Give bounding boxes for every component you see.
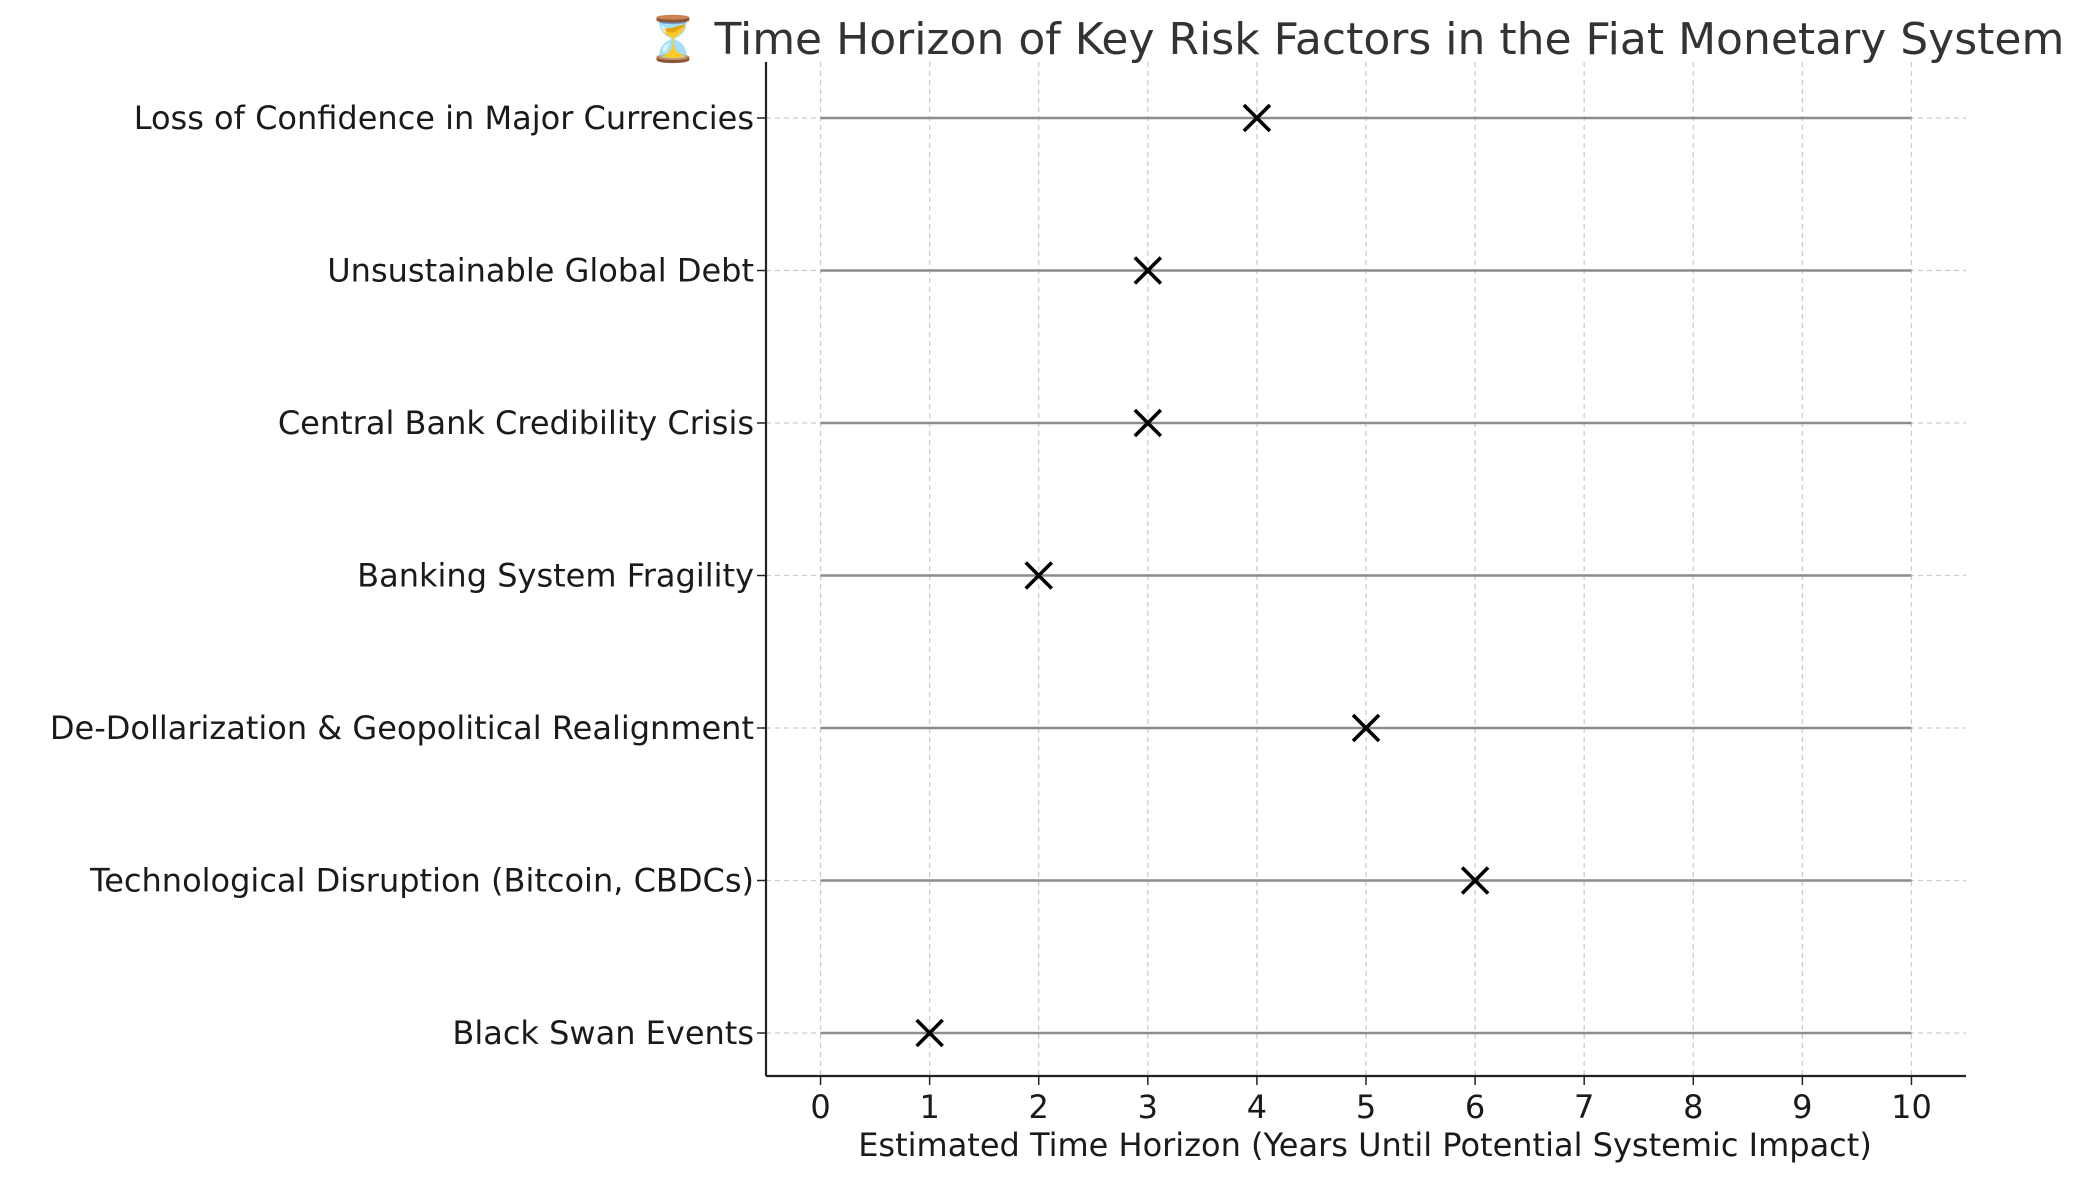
category-label: Loss of Confidence in Major Currencies [134,99,754,137]
x-tick-label: 0 [810,1088,830,1126]
x-tick-label: 9 [1792,1088,1812,1126]
category-label: De-Dollarization & Geopolitical Realignm… [50,709,754,747]
x-tick-label: 5 [1356,1088,1376,1126]
x-tick-label: 2 [1029,1088,1049,1126]
category-label: Technological Disruption (Bitcoin, CBDCs… [89,862,754,900]
data-point-marker [915,1018,944,1048]
x-axis-title: Estimated Time Horizon (Years Until Pote… [858,1126,1872,1164]
x-tick-label: 10 [1891,1088,1932,1126]
data-point-marker [1460,866,1490,895]
data-point-marker [1133,408,1163,438]
axes [757,62,1966,1085]
data-point-marker [1024,561,1054,590]
category-labels: Loss of Confidence in Major Currencies Un… [50,99,754,1052]
data-point-marker [1133,256,1163,285]
x-tick-labels: 0 1 2 3 4 5 6 7 8 9 10 [810,1088,1931,1126]
x-tick-label: 6 [1465,1088,1485,1126]
data-point-marker [1351,713,1381,743]
category-label: Banking System Fragility [357,557,754,595]
category-label: Central Bank Credibility Crisis [278,404,754,442]
x-tick-label: 8 [1683,1088,1703,1126]
grid-lines [766,62,1966,1076]
data-point-marker [1242,103,1272,133]
x-tick-label: 1 [919,1088,939,1126]
category-label: Black Swan Events [452,1014,754,1052]
x-tick-label: 4 [1247,1088,1267,1126]
category-label: Unsustainable Global Debt [327,252,754,290]
x-tick-label: 7 [1574,1088,1594,1126]
data-markers [915,103,1490,1048]
x-tick-label: 3 [1138,1088,1158,1126]
chart-title: ⏳ Time Horizon of Key Risk Factors in th… [646,14,2065,65]
